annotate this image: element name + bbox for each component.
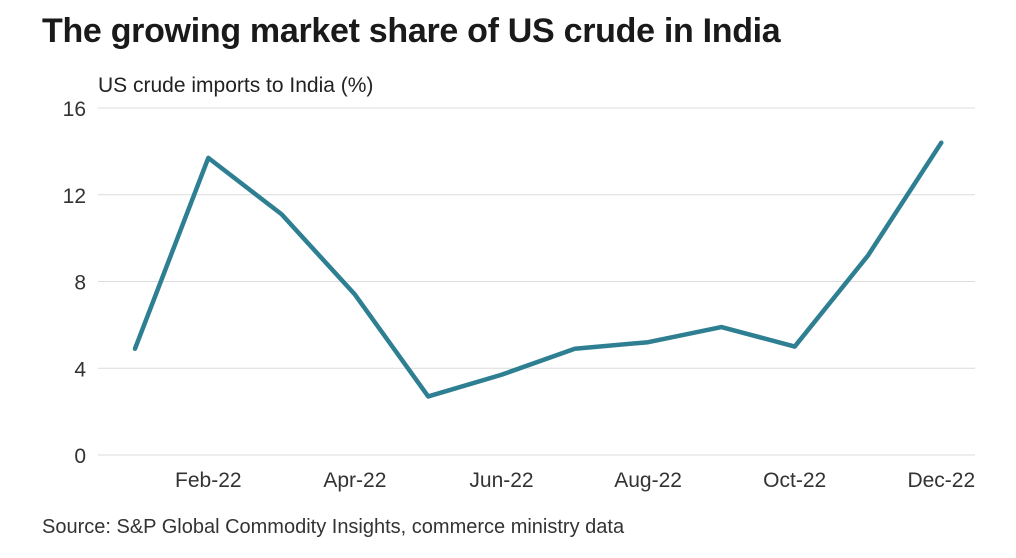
x-axis-ticks: Feb-22 Apr-22 Jun-22 Aug-22 Oct-22 Dec-22 <box>175 469 975 492</box>
y-tick-label: 4 <box>74 358 86 381</box>
y-tick-label: 12 <box>63 185 86 208</box>
y-tick-label: 0 <box>74 445 86 468</box>
series-layer <box>132 140 944 399</box>
y-axis-ticks: 0 4 8 12 16 <box>63 98 87 468</box>
x-tick-label: Feb-22 <box>175 469 242 492</box>
x-tick-label: Jun-22 <box>469 469 533 492</box>
x-tick-label: Aug-22 <box>614 469 682 492</box>
gridlines <box>98 107 975 456</box>
x-tick-label: Oct-22 <box>763 469 826 492</box>
series-line <box>132 140 944 399</box>
y-tick-label: 8 <box>74 272 86 295</box>
y-tick-label: 16 <box>63 98 86 121</box>
y-axis-label: US crude imports to India (%) <box>98 74 374 97</box>
source-note: Source: S&P Global Commodity Insights, c… <box>42 516 625 538</box>
chart-title: The growing market share of US crude in … <box>42 12 781 50</box>
x-tick-label: Dec-22 <box>907 469 975 492</box>
x-tick-label: Apr-22 <box>323 469 386 492</box>
